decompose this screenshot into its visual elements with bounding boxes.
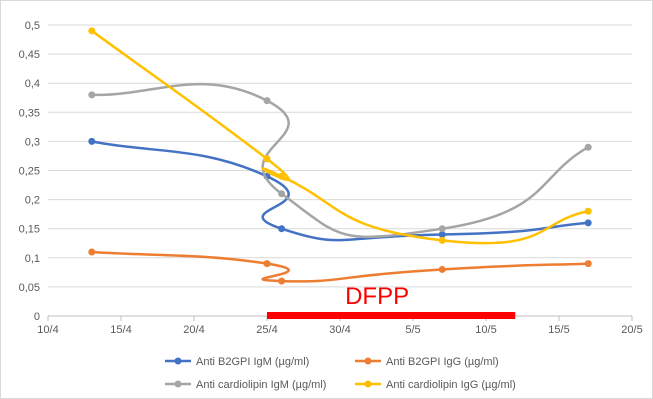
y-tick-label: 0,15 — [19, 224, 40, 236]
legend: Anti B2GPI IgM (µg/ml) Anti B2GPI IgG (µg… — [165, 356, 516, 391]
legend-marker — [364, 357, 372, 365]
annotation-label: DFPP — [345, 283, 409, 310]
legend-item: Anti cardiolipin IgG (µg/ml) — [355, 379, 516, 391]
legend-item: Anti B2GPI IgM (µg/ml) — [165, 356, 309, 368]
axes: 0 0,05 0,1 0,15 0,2 0,25 0,3 0,35 0,4 0,45 0,5 10/4… — [19, 20, 643, 336]
y-tick-label: 0,2 — [25, 195, 40, 207]
x-tick-label: 5/5 — [405, 324, 420, 336]
data-point — [584, 260, 592, 268]
y-tick-label: 0,25 — [19, 166, 40, 178]
data-point — [438, 265, 446, 273]
data-point — [438, 231, 446, 239]
data-point — [584, 143, 592, 151]
series-group — [88, 27, 592, 285]
series-line — [90, 29, 590, 245]
data-point — [438, 225, 446, 233]
legend-item: Anti cardiolipin IgM (µg/ml) — [165, 379, 326, 391]
data-point — [584, 207, 592, 215]
data-point — [263, 155, 271, 163]
x-tick-label: 10/5 — [475, 324, 496, 336]
y-tick-label: 0,4 — [25, 78, 40, 90]
legend-label: Anti cardiolipin IgG (µg/ml) — [386, 379, 516, 391]
y-tick-label: 0 — [34, 311, 40, 323]
data-point — [88, 27, 96, 35]
legend-marker — [174, 357, 182, 365]
annotations: DFPP — [267, 283, 516, 319]
data-point — [263, 260, 271, 268]
x-tick-label: 30/4 — [329, 324, 350, 336]
y-tick-label: 0,05 — [19, 282, 40, 294]
data-point — [278, 190, 286, 198]
gridlines — [48, 24, 632, 288]
data-point — [263, 97, 271, 105]
x-tick-label: 15/5 — [548, 324, 569, 336]
data-point — [278, 172, 286, 180]
data-point — [88, 91, 96, 99]
y-tick-label: 0,35 — [19, 107, 40, 119]
series-2 — [88, 248, 592, 285]
data-point — [88, 137, 96, 145]
data-point — [88, 248, 96, 256]
legend-label: Anti cardiolipin IgM (µg/ml) — [196, 379, 326, 391]
legend-label: Anti B2GPI IgG (µg/ml) — [386, 356, 499, 368]
series-4 — [88, 27, 592, 245]
x-tick-label: 25/4 — [256, 324, 277, 336]
data-point — [278, 225, 286, 233]
data-point — [278, 277, 286, 285]
data-point — [438, 236, 446, 244]
x-tick-label: 10/4 — [37, 324, 58, 336]
y-tick-label: 0,3 — [25, 136, 40, 148]
y-tick-label: 0,45 — [19, 49, 40, 61]
series-3 — [88, 82, 592, 239]
data-point — [584, 219, 592, 227]
legend-label: Anti B2GPI IgM (µg/ml) — [196, 356, 309, 368]
legend-marker — [174, 380, 182, 388]
legend-item: Anti B2GPI IgG (µg/ml) — [355, 356, 499, 368]
y-tick-label: 0,1 — [25, 253, 40, 265]
y-tick-label: 0,5 — [25, 20, 40, 32]
x-tick-label: 20/5 — [621, 324, 642, 336]
x-tick-label: 20/4 — [183, 324, 204, 336]
legend-marker — [364, 380, 372, 388]
annotation-bar — [267, 312, 516, 319]
x-tick-label: 15/4 — [110, 324, 131, 336]
series-1 — [88, 137, 592, 242]
